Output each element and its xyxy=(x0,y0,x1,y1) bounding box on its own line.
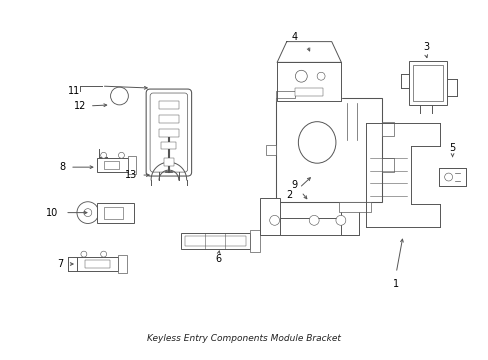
Text: 1: 1 xyxy=(392,279,399,289)
Text: Keyless Entry Components Module Bracket: Keyless Entry Components Module Bracket xyxy=(147,334,340,343)
Bar xyxy=(338,202,370,212)
Bar xyxy=(77,257,118,271)
Text: 5: 5 xyxy=(448,143,455,153)
Text: 3: 3 xyxy=(422,41,428,51)
Bar xyxy=(438,168,466,186)
Bar xyxy=(85,260,109,268)
Text: 9: 9 xyxy=(291,180,297,190)
Text: 13: 13 xyxy=(125,170,137,180)
Circle shape xyxy=(101,251,106,257)
Bar xyxy=(412,65,442,102)
Text: 7: 7 xyxy=(57,259,63,269)
Bar xyxy=(158,101,179,109)
Bar xyxy=(382,158,393,172)
Circle shape xyxy=(84,209,92,217)
Bar xyxy=(97,158,128,172)
Bar xyxy=(161,142,176,149)
Bar xyxy=(103,207,123,219)
FancyBboxPatch shape xyxy=(146,89,191,176)
FancyBboxPatch shape xyxy=(150,93,187,172)
Circle shape xyxy=(308,215,319,225)
Polygon shape xyxy=(277,42,341,62)
Bar xyxy=(158,115,179,123)
Bar xyxy=(103,161,119,169)
Bar xyxy=(181,233,249,249)
Bar xyxy=(265,145,275,155)
Bar xyxy=(249,230,259,252)
Bar xyxy=(163,158,173,166)
Text: 11: 11 xyxy=(68,86,80,96)
Circle shape xyxy=(335,215,345,225)
Circle shape xyxy=(101,152,106,158)
Circle shape xyxy=(81,251,87,257)
Bar xyxy=(184,237,245,246)
Circle shape xyxy=(295,70,306,82)
Bar xyxy=(382,122,393,135)
Bar xyxy=(438,168,466,186)
Bar xyxy=(295,88,323,96)
Text: 12: 12 xyxy=(74,101,86,111)
Bar xyxy=(158,129,179,136)
Text: 6: 6 xyxy=(215,254,221,264)
Bar xyxy=(275,98,382,202)
Polygon shape xyxy=(277,62,341,101)
Bar xyxy=(275,91,295,98)
Text: 2: 2 xyxy=(286,190,292,200)
Bar xyxy=(97,203,134,222)
Bar xyxy=(408,61,446,105)
Text: 10: 10 xyxy=(46,208,58,217)
Circle shape xyxy=(77,202,99,224)
Bar xyxy=(259,198,279,235)
Circle shape xyxy=(317,72,325,80)
Circle shape xyxy=(444,173,451,181)
Bar xyxy=(128,156,136,174)
Circle shape xyxy=(110,87,128,105)
Ellipse shape xyxy=(298,122,335,163)
Circle shape xyxy=(118,152,124,158)
Bar xyxy=(118,255,127,273)
Circle shape xyxy=(269,215,279,225)
Bar xyxy=(340,209,358,235)
Text: 8: 8 xyxy=(59,162,65,172)
Bar xyxy=(259,219,358,235)
Text: 4: 4 xyxy=(291,32,297,42)
